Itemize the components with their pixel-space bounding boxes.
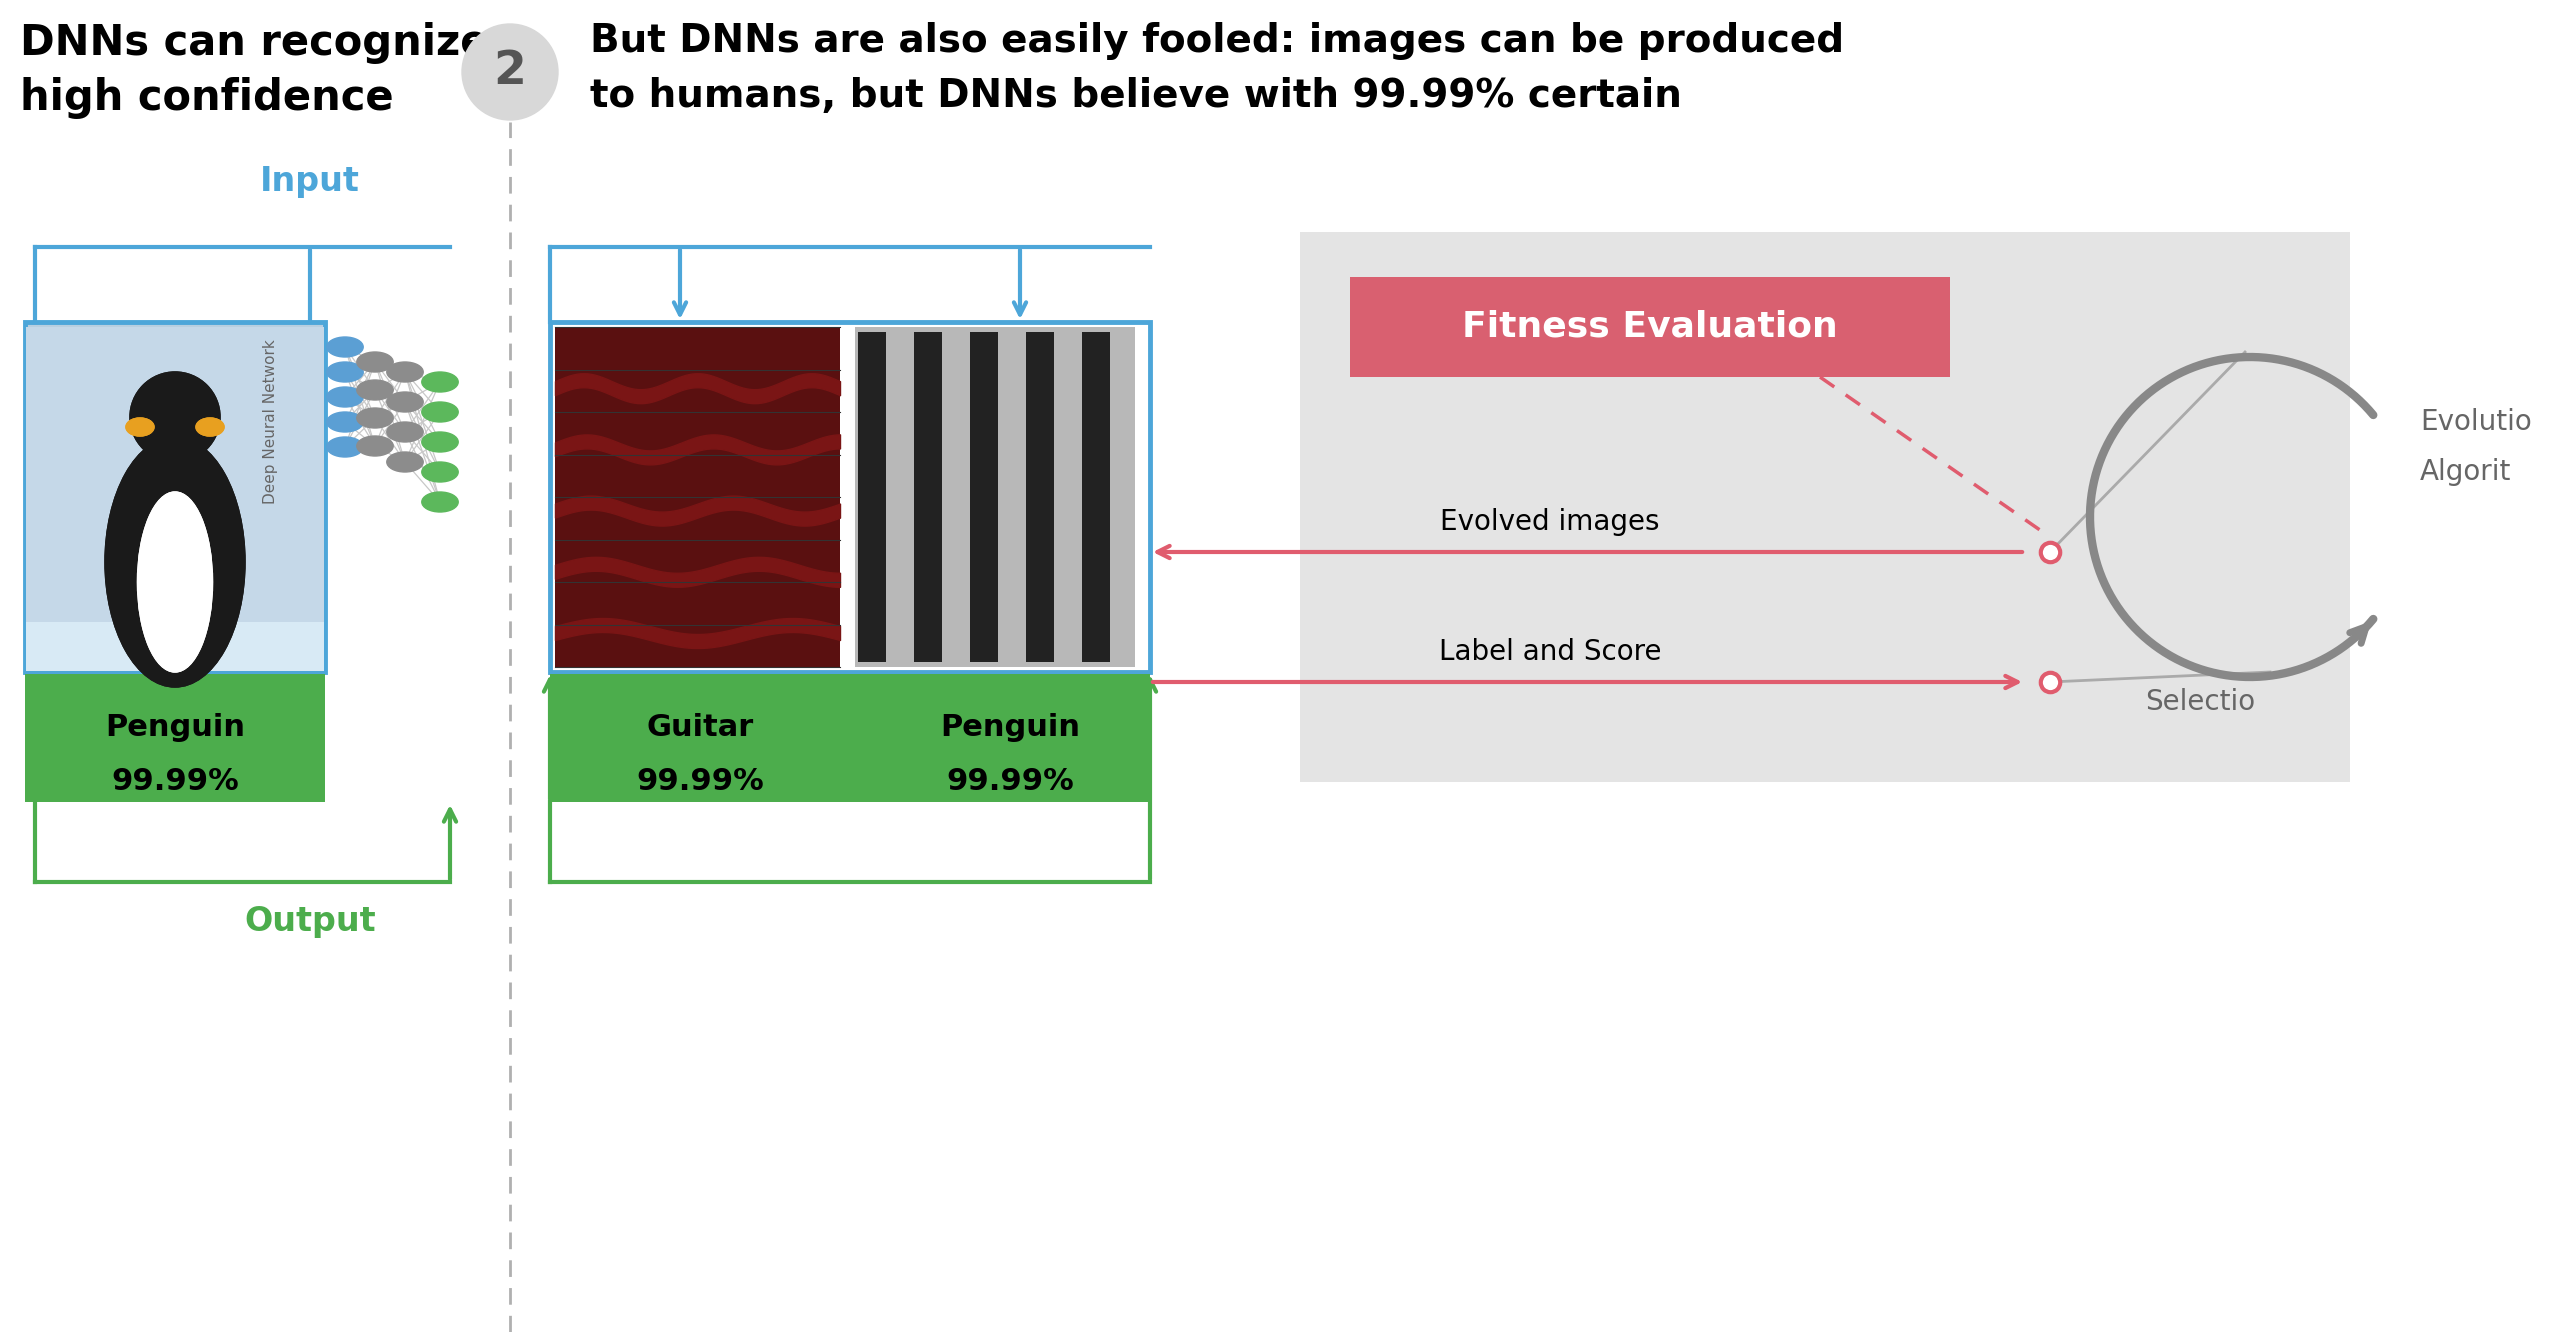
Ellipse shape <box>105 437 246 687</box>
Text: Algorit: Algorit <box>2419 458 2511 486</box>
Text: Penguin: Penguin <box>105 713 246 742</box>
Text: DNNs can recognize: DNNs can recognize <box>20 23 489 64</box>
Text: Deep Neural Network: Deep Neural Network <box>264 340 276 505</box>
Ellipse shape <box>356 380 394 400</box>
Text: Guitar: Guitar <box>645 713 753 742</box>
Ellipse shape <box>422 402 458 422</box>
Ellipse shape <box>356 352 394 372</box>
Circle shape <box>461 24 558 120</box>
Text: Evolutio: Evolutio <box>2419 408 2532 436</box>
Text: Label and Score: Label and Score <box>1439 638 1661 666</box>
Ellipse shape <box>422 432 458 452</box>
FancyBboxPatch shape <box>970 332 998 662</box>
Ellipse shape <box>387 362 422 382</box>
Text: 99.99%: 99.99% <box>635 767 763 797</box>
FancyBboxPatch shape <box>1083 332 1111 662</box>
Text: Penguin: Penguin <box>940 713 1080 742</box>
Ellipse shape <box>197 418 225 436</box>
Text: Output: Output <box>243 906 376 939</box>
FancyBboxPatch shape <box>550 674 1149 802</box>
FancyBboxPatch shape <box>1349 277 1951 377</box>
Circle shape <box>131 372 220 462</box>
Ellipse shape <box>138 492 212 673</box>
Ellipse shape <box>328 362 364 382</box>
Text: 99.99%: 99.99% <box>947 767 1073 797</box>
Text: Input: Input <box>261 165 361 198</box>
Text: Selectio: Selectio <box>2145 689 2255 717</box>
Ellipse shape <box>422 372 458 392</box>
FancyBboxPatch shape <box>26 674 325 802</box>
Text: to humans, but DNNs believe with 99.99% certain: to humans, but DNNs believe with 99.99% … <box>589 77 1682 115</box>
Ellipse shape <box>387 392 422 412</box>
Text: 2: 2 <box>494 49 527 95</box>
Ellipse shape <box>105 437 246 687</box>
Circle shape <box>131 372 220 462</box>
Ellipse shape <box>328 412 364 432</box>
Ellipse shape <box>356 436 394 456</box>
FancyBboxPatch shape <box>26 326 325 622</box>
Text: Fitness Evaluation: Fitness Evaluation <box>1462 310 1838 344</box>
Ellipse shape <box>328 337 364 357</box>
Ellipse shape <box>356 408 394 428</box>
Ellipse shape <box>328 437 364 457</box>
Text: 99.99%: 99.99% <box>110 767 238 797</box>
FancyBboxPatch shape <box>26 322 325 673</box>
FancyBboxPatch shape <box>855 326 1134 667</box>
FancyBboxPatch shape <box>26 621 325 671</box>
Text: Evolved images: Evolved images <box>1441 507 1659 535</box>
Ellipse shape <box>125 418 154 436</box>
Ellipse shape <box>328 388 364 408</box>
Ellipse shape <box>422 492 458 511</box>
FancyBboxPatch shape <box>550 322 1149 673</box>
Ellipse shape <box>125 418 154 436</box>
FancyBboxPatch shape <box>1027 332 1055 662</box>
FancyBboxPatch shape <box>914 332 942 662</box>
FancyBboxPatch shape <box>556 326 840 667</box>
FancyBboxPatch shape <box>1300 232 2350 782</box>
FancyBboxPatch shape <box>858 332 886 662</box>
Text: But DNNs are also easily fooled: images can be produced: But DNNs are also easily fooled: images … <box>589 23 1843 60</box>
Text: high confidence: high confidence <box>20 77 394 119</box>
Ellipse shape <box>387 452 422 472</box>
Ellipse shape <box>387 422 422 442</box>
Ellipse shape <box>197 418 225 436</box>
Ellipse shape <box>138 492 212 673</box>
Ellipse shape <box>422 462 458 482</box>
